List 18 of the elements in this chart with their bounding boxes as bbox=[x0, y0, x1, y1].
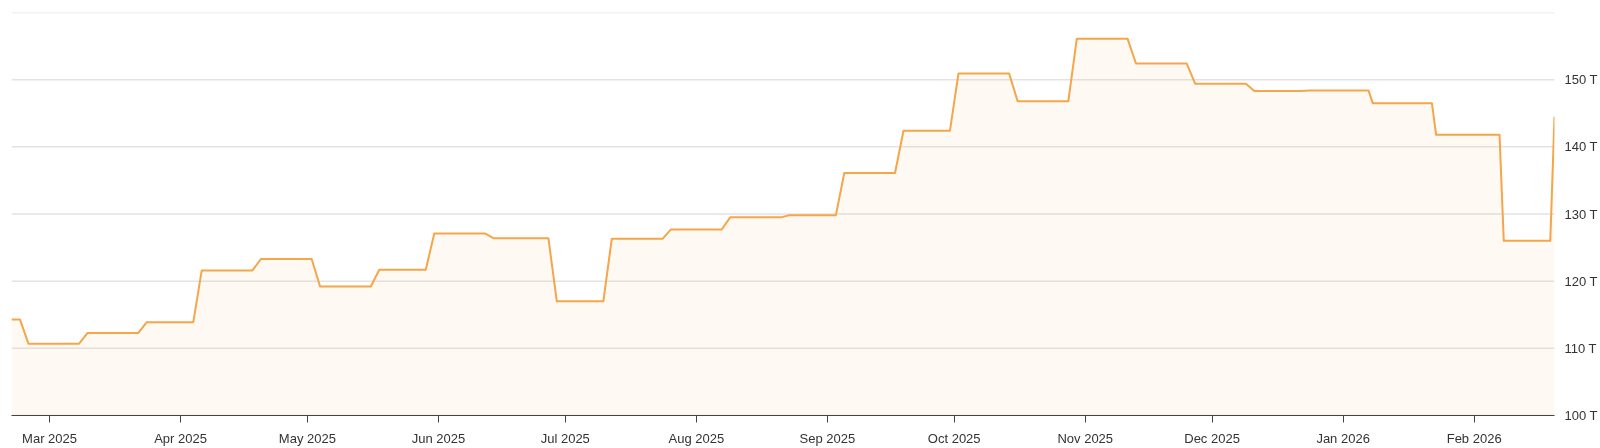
x-tick-label: Feb 2026 bbox=[1446, 430, 1502, 446]
x-tick-label: May 2025 bbox=[278, 430, 336, 446]
x-tick-label: Sep 2025 bbox=[799, 430, 856, 446]
x-tick-label: Apr 2025 bbox=[154, 430, 207, 446]
y-tick-label: 100 T bbox=[1564, 408, 1598, 423]
x-tick-label: Nov 2025 bbox=[1057, 430, 1114, 446]
y-tick-label: 120 T bbox=[1564, 273, 1598, 289]
x-tick-label: Mar 2025 bbox=[22, 430, 78, 446]
x-tick-label: Aug 2025 bbox=[668, 430, 725, 446]
y-tick-label: 110 T bbox=[1564, 340, 1597, 356]
y-tick-label: 150 T bbox=[1564, 72, 1598, 88]
x-tick-label: Dec 2025 bbox=[1184, 430, 1240, 446]
x-tick-label: Jan 2026 bbox=[1316, 430, 1370, 446]
x-tick-label: Jun 2025 bbox=[411, 430, 466, 446]
x-tick-label: Oct 2025 bbox=[927, 430, 981, 446]
y-tick-label: 130 T bbox=[1564, 206, 1598, 222]
x-tick-label: Jul 2025 bbox=[540, 430, 590, 446]
y-tick-label: 140 T bbox=[1564, 139, 1598, 155]
